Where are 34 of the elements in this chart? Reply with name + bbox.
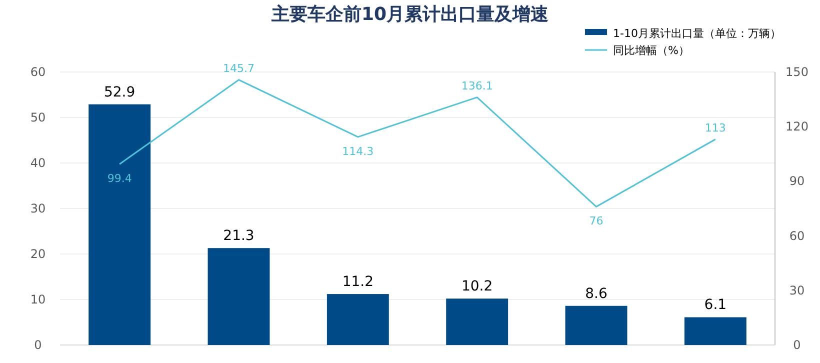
data-label: 145.7 — [223, 62, 254, 75]
data-label: 76 — [589, 214, 604, 228]
bar — [88, 104, 151, 345]
data-label: 6.1 — [704, 297, 727, 314]
data-label: 114.3 — [342, 144, 374, 158]
y-tick-label: 60 — [30, 65, 46, 79]
legend-label: 1-10月累计出口量（单位：万辆） — [613, 27, 781, 40]
y-tick-label: 10 — [30, 292, 46, 306]
bar — [326, 294, 389, 345]
y-tick-label: 20 — [30, 247, 46, 261]
data-label: 99.4 — [107, 172, 132, 186]
y2-tick-label: 30 — [789, 283, 805, 298]
bar — [446, 298, 508, 345]
legend-label: 同比增幅（%） — [613, 44, 690, 57]
y2-tick-label: 150 — [786, 65, 808, 79]
bar — [208, 248, 270, 345]
data-label: 8.6 — [585, 286, 608, 302]
y2-tick-label: 0 — [793, 338, 801, 352]
data-label: 113 — [704, 121, 726, 134]
data-label: 10.2 — [461, 278, 493, 295]
y-tick-label: 0 — [34, 338, 42, 352]
y-tick-label: 50 — [30, 110, 46, 124]
chart-title: 主要车企前10月累计出口量及增速 — [270, 4, 549, 25]
data-label: 11.2 — [342, 274, 374, 290]
data-label: 21.3 — [223, 228, 254, 244]
y-tick-label: 30 — [30, 202, 46, 216]
data-label: 136.1 — [461, 79, 493, 92]
bar — [565, 306, 628, 345]
data-label: 52.9 — [104, 84, 136, 100]
y2-tick-label: 60 — [789, 228, 805, 243]
y2-tick-label: 90 — [789, 174, 805, 188]
y-tick-label: 40 — [30, 156, 46, 170]
y2-tick-label: 120 — [786, 120, 808, 134]
bar — [684, 317, 746, 345]
